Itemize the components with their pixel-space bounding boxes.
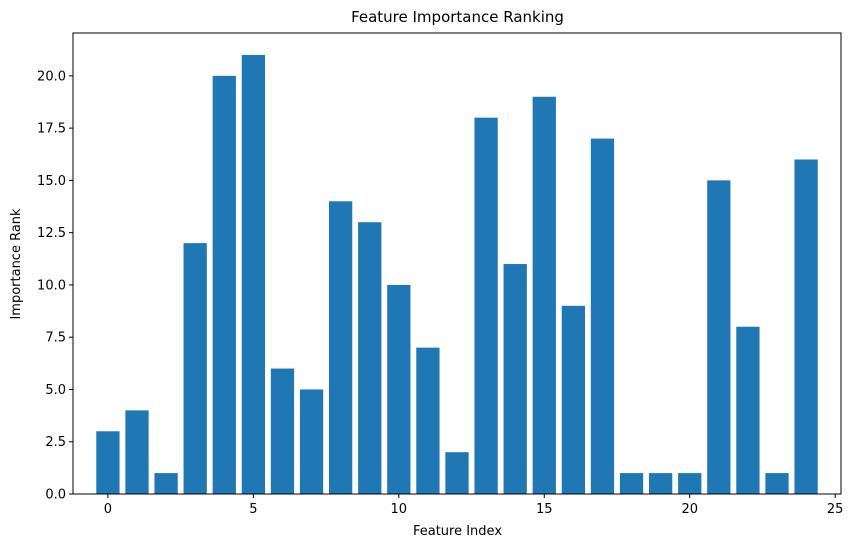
chart-title: Feature Importance Ranking	[351, 8, 564, 26]
y-tick-label: 0.0	[45, 488, 66, 503]
bar-feature-3	[183, 243, 207, 494]
bar-feature-20	[678, 473, 702, 494]
y-tick-label: 15.0	[37, 174, 66, 189]
y-tick-label: 2.5	[45, 435, 66, 450]
bar-feature-19	[649, 473, 673, 494]
bar-feature-5	[241, 54, 265, 494]
bar-feature-16	[561, 305, 585, 494]
bars-group	[96, 54, 818, 495]
bar-feature-14	[503, 264, 527, 494]
bar-feature-1	[125, 410, 149, 494]
y-tick-label: 20.0	[37, 69, 66, 84]
bar-feature-10	[387, 284, 411, 494]
bar-feature-15	[532, 96, 556, 494]
bar-feature-7	[299, 389, 324, 494]
bar-feature-22	[736, 326, 760, 494]
bar-feature-8	[329, 201, 353, 495]
y-tick-label: 12.5	[37, 226, 66, 241]
bar-feature-17	[590, 138, 615, 494]
y-tick-label: 17.5	[37, 122, 66, 137]
bar-feature-9	[358, 222, 382, 494]
bar-feature-13	[474, 117, 498, 495]
y-tick-label: 10.0	[37, 278, 66, 293]
x-tick-label: 10	[391, 502, 408, 517]
x-tick-label: 15	[536, 502, 553, 517]
plot-frame	[72, 32, 842, 495]
y-tick-label: 5.0	[45, 383, 66, 398]
x-axis-ticks: 0 5 10 15 20 25	[104, 494, 844, 517]
y-axis-ticks: 0.0 2.5 5.0 7.5 10.0 12.5 15.0 17.5 20.0	[37, 69, 73, 503]
y-tick-label: 7.5	[45, 331, 66, 346]
bar-feature-2	[154, 473, 178, 494]
x-tick-label: 0	[104, 502, 112, 517]
bar-feature-0	[96, 431, 120, 494]
x-axis-label: Feature Index	[413, 524, 502, 539]
bar-feature-21	[707, 180, 731, 494]
bar-feature-11	[416, 347, 440, 494]
y-axis-label: Importance Rank	[9, 208, 24, 320]
x-tick-label: 20	[681, 502, 698, 517]
bar-feature-6	[270, 368, 295, 494]
bar-feature-24	[794, 159, 818, 494]
x-tick-label: 5	[249, 502, 257, 517]
bar-feature-23	[765, 473, 789, 494]
bar-feature-12	[445, 452, 469, 494]
bar-feature-18	[619, 473, 644, 494]
bar-feature-4	[212, 75, 236, 495]
x-tick-label: 25	[827, 502, 844, 517]
